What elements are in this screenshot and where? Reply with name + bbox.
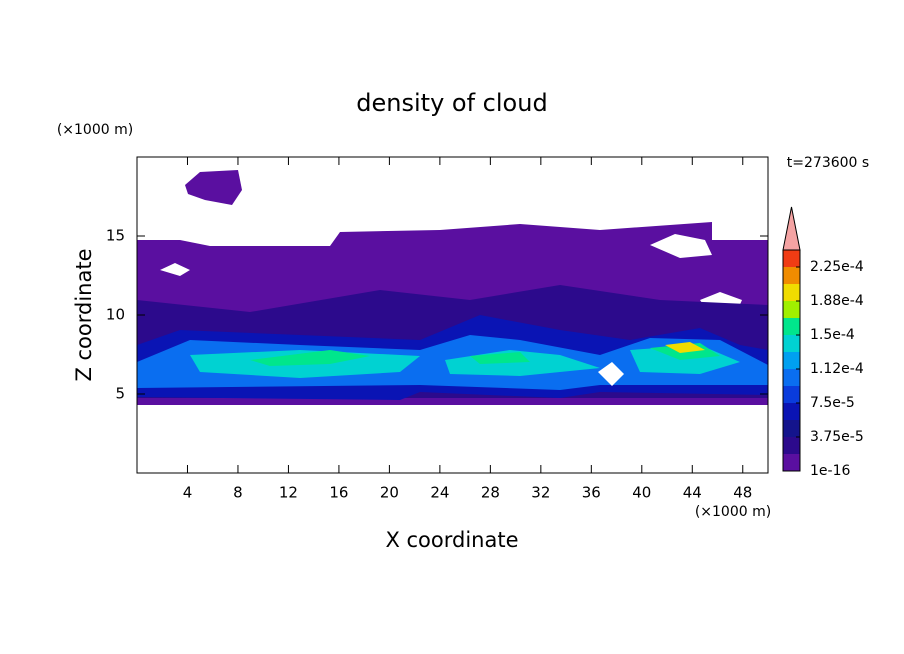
colorbar-tick-label: 1e-16 bbox=[810, 463, 850, 479]
x-tick-label: 24 bbox=[430, 484, 449, 502]
colorbar-band bbox=[783, 386, 800, 403]
x-tick-label: 8 bbox=[233, 484, 243, 502]
chart-title: density of cloud bbox=[356, 89, 547, 117]
colorbar-tick-label: 7.5e-5 bbox=[810, 395, 855, 411]
colorbar-band bbox=[783, 454, 800, 471]
y-tick-label: 10 bbox=[106, 306, 125, 324]
colorbar-band bbox=[783, 318, 800, 335]
x-tick-label: 28 bbox=[481, 484, 500, 502]
colorbar-band bbox=[783, 284, 800, 301]
colorbar-band bbox=[783, 403, 800, 420]
colorbar-band bbox=[783, 369, 800, 386]
x-tick-label: 36 bbox=[582, 484, 601, 502]
colorbar-tick-label: 3.75e-5 bbox=[810, 429, 864, 445]
colorbar-band bbox=[783, 250, 800, 267]
x-tick-label: 48 bbox=[733, 484, 752, 502]
colorbar-frame bbox=[782, 249, 801, 472]
colorbar-tick-label: 2.25e-4 bbox=[810, 259, 864, 275]
y-tick-label: 15 bbox=[106, 227, 125, 245]
colorbar-band bbox=[783, 437, 800, 454]
y-unit: (×1000 m) bbox=[57, 122, 133, 138]
colorbar-band bbox=[783, 267, 800, 284]
x-tick-label: 32 bbox=[531, 484, 550, 502]
colorbar-tick-label: 1.88e-4 bbox=[810, 293, 864, 309]
x-unit: (×1000 m) bbox=[695, 504, 771, 520]
colorbar-tick-label: 1.12e-4 bbox=[810, 361, 864, 377]
colorbar-tick-label: 1.5e-4 bbox=[810, 327, 855, 343]
colorbar-band bbox=[783, 335, 800, 352]
contour-field bbox=[137, 170, 768, 405]
x-tick-label: 44 bbox=[683, 484, 702, 502]
colorbar-extend bbox=[782, 206, 801, 251]
colorbar-band bbox=[783, 301, 800, 318]
x-axis-label: X coordinate bbox=[385, 528, 518, 552]
x-tick-label: 12 bbox=[279, 484, 298, 502]
x-tick-label: 16 bbox=[329, 484, 348, 502]
x-tick-label: 20 bbox=[380, 484, 399, 502]
annotation: t=273600 s bbox=[787, 155, 869, 171]
x-tick-label: 4 bbox=[183, 484, 193, 502]
y-tick-label: 5 bbox=[115, 385, 125, 403]
colorbar-band bbox=[783, 420, 800, 437]
y-axis-label: Z coordinate bbox=[72, 248, 96, 381]
x-tick-label: 40 bbox=[632, 484, 651, 502]
colorbar-band bbox=[783, 352, 800, 369]
